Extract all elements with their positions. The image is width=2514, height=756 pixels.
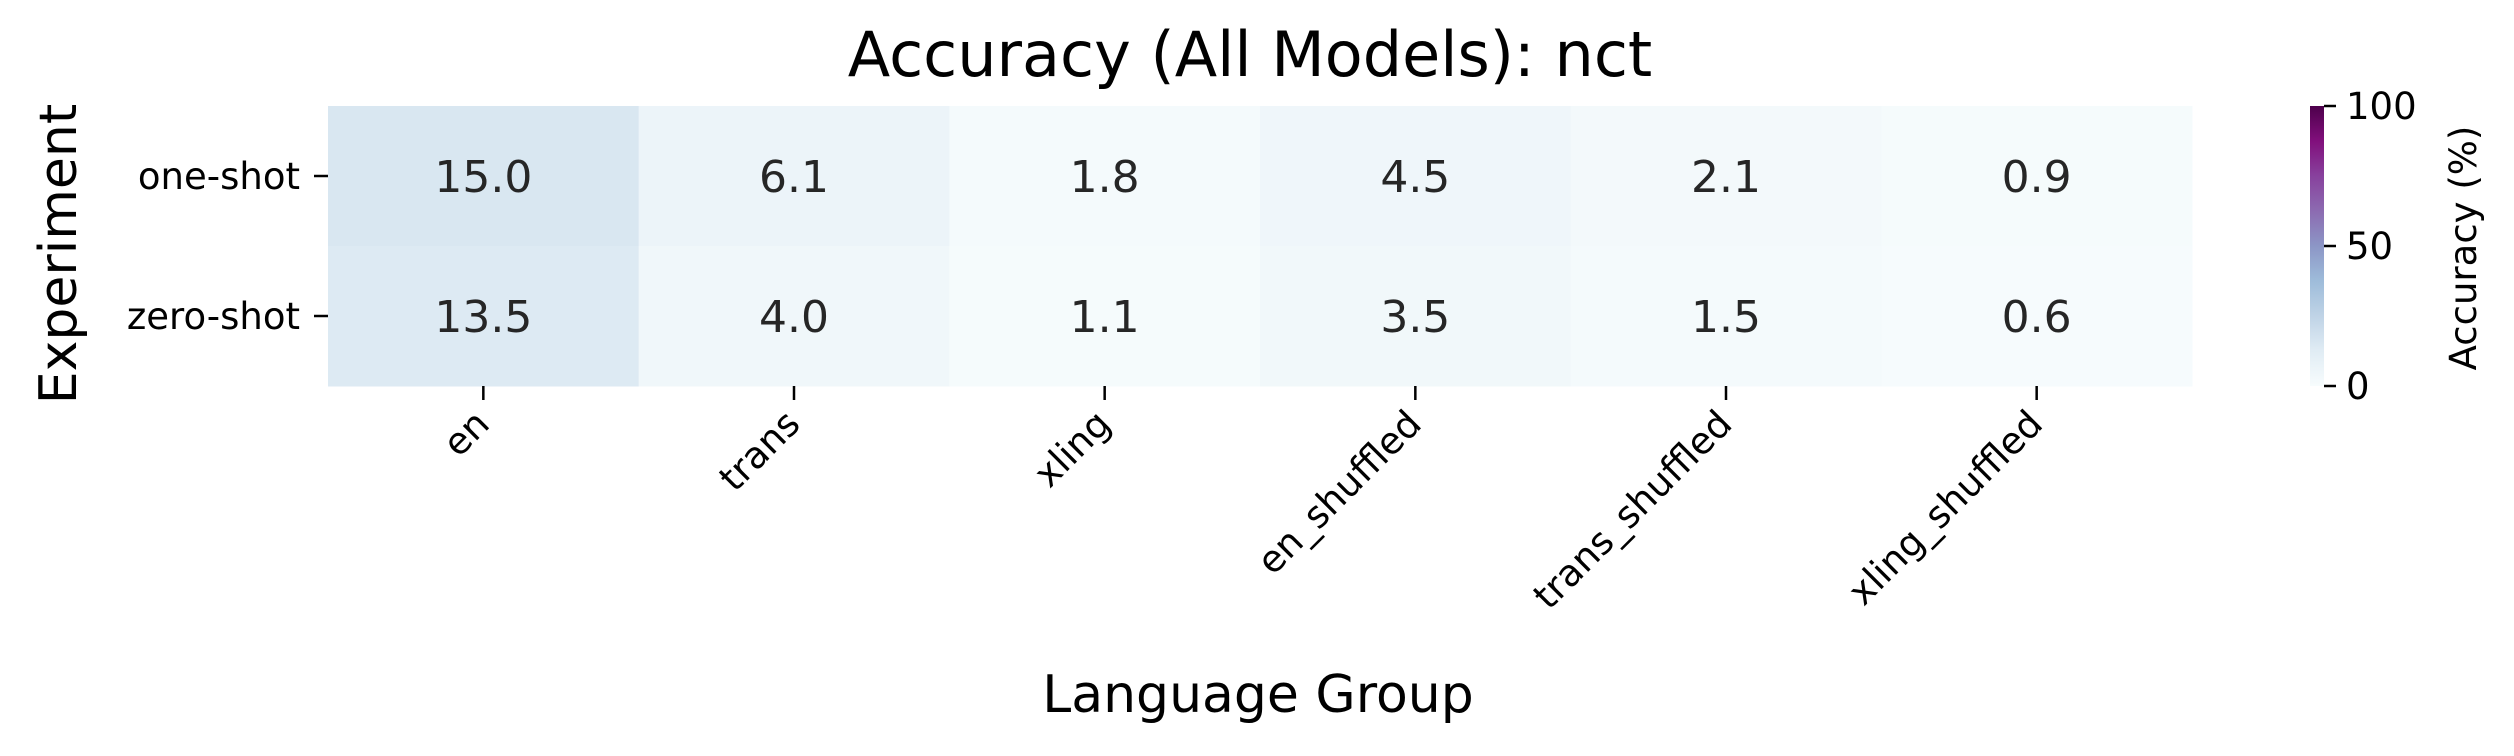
heatmap-cell [949,106,1261,247]
cell-value-label: 6.1 [759,152,829,203]
colorbar-tick-label: 100 [2346,85,2417,128]
heatmap-cell [328,106,640,247]
heatmap-cells [328,106,2193,387]
heatmap-cell [949,246,1261,387]
heatmap-cell [328,246,640,387]
cell-value-label: 4.0 [759,292,829,343]
cell-value-label: 4.5 [1380,152,1450,203]
y-tick-label: one-shot [138,155,300,198]
heatmap-cell [1570,106,1882,247]
heatmap-cell-labels: 15.0 6.1 1.8 4.5 2.1 0.9 13.5 4.0 1.1 3.5 1.5 0.6 [434,152,2071,343]
colorbar-ticks: 0 50 100 [2324,85,2417,408]
heatmap-cell [1570,246,1882,387]
heatmap-cell [1260,106,1572,247]
heatmap-cell [1260,246,1572,387]
x-tick-label: trans [711,402,809,500]
colorbar-tick-label: 50 [2346,225,2393,268]
cell-value-label: 15.0 [434,152,532,203]
x-tick-label: en_shuffled [1249,402,1430,583]
cell-value-label: 3.5 [1380,292,1450,343]
chart-title: Accuracy (All Models): nct [848,18,1652,91]
cell-value-label: 0.6 [2002,292,2072,343]
heatmap-cell [1881,246,2193,387]
x-tick-label: trans_shuffled [1525,402,1741,618]
cell-value-label: 0.9 [2002,152,2072,203]
heatmap-cell [1881,106,2193,247]
heatmap-cell [638,106,950,247]
cell-value-label: 1.5 [1691,292,1761,343]
colorbar-gradient [2310,106,2324,386]
cell-value-label: 2.1 [1691,152,1761,203]
colorbar-label: Accuracy (%) [2442,126,2485,371]
x-axis-label: Language Group [1042,665,1473,725]
x-axis-ticks: en trans xling en_shuffled trans_shuffled xli… [435,386,2051,618]
x-tick-label: en [435,402,498,465]
x-tick-label: xling_shuffled [1840,402,2051,613]
y-tick-label: zero-shot [127,295,300,338]
cell-value-label: 1.8 [1070,152,1140,203]
heatmap-cell [638,246,950,387]
y-axis-ticks: one-shot zero-shot [127,155,328,338]
cell-value-label: 1.1 [1070,292,1140,343]
colorbar-tick-label: 0 [2346,365,2370,408]
cell-value-label: 13.5 [434,292,532,343]
colorbar: 0 50 100 Accuracy (%) [2310,85,2485,408]
y-axis-label: Experiment [29,104,89,404]
x-tick-label: xling [1025,402,1119,496]
